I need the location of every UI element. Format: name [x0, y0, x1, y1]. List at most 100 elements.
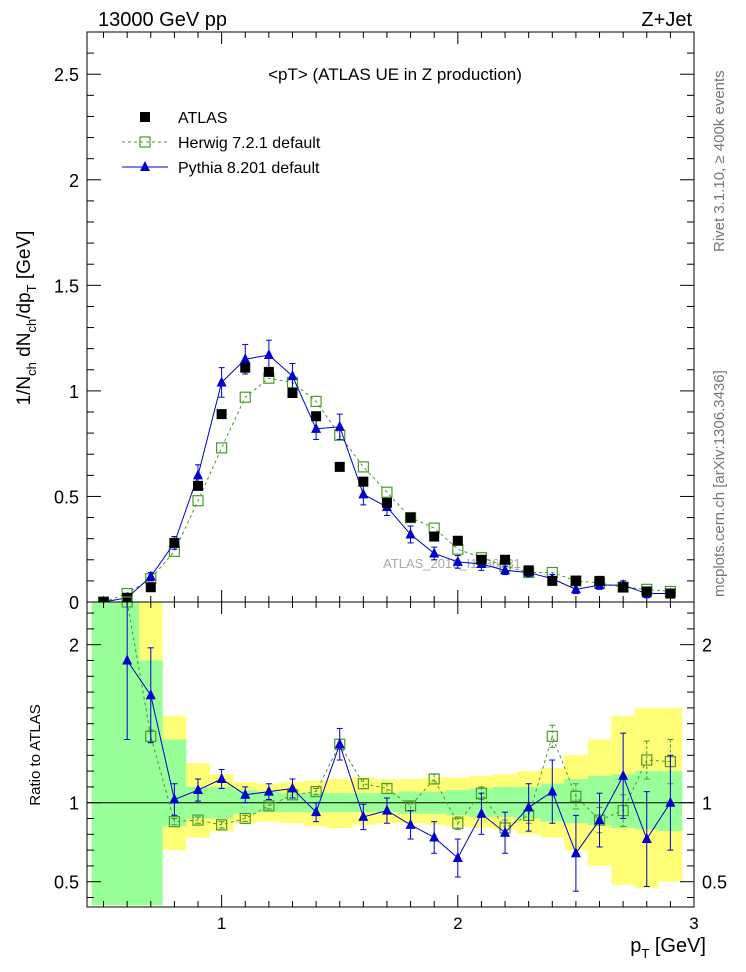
data-point	[263, 785, 274, 796]
data-point	[641, 754, 653, 766]
data-point	[193, 469, 204, 480]
data-point	[193, 784, 204, 795]
data-point	[618, 582, 629, 593]
data-point	[263, 366, 274, 377]
data-point	[476, 554, 487, 565]
data-point	[357, 778, 369, 790]
data-point	[168, 816, 180, 828]
data-point	[216, 442, 228, 454]
data-point	[523, 565, 534, 576]
data-point	[216, 376, 227, 387]
y-tick-label: 1.5	[54, 276, 79, 296]
data-point	[216, 409, 227, 420]
stat-band	[493, 786, 517, 817]
data-point	[665, 588, 676, 599]
data-point	[358, 476, 369, 487]
data-point	[192, 495, 204, 507]
data-point	[594, 575, 605, 586]
data-point	[287, 388, 298, 398]
header-left: 13000 GeV pp	[98, 9, 227, 31]
data-point	[358, 810, 369, 821]
data-point	[500, 564, 511, 575]
data-point	[405, 512, 416, 523]
legend-entry: Herwig 7.2.1 default	[122, 135, 321, 152]
data-point	[429, 547, 440, 558]
data-point	[429, 531, 440, 542]
legend-label: Pythia 8.201 default	[178, 160, 320, 177]
ratio-panel: 1 2 3 0.5 0.5 1 1 2 2 Ratio to ATLAS pT [GeV]	[27, 596, 727, 961]
y-tick-label: 1	[69, 382, 79, 402]
data-point	[500, 554, 511, 565]
rivet-version-label: Rivet 3.1.10, ≥ 400k events	[711, 70, 728, 252]
data-point	[287, 370, 298, 381]
y-tick-label: 0	[69, 593, 79, 613]
data-point	[122, 654, 133, 665]
data-point	[547, 575, 558, 586]
data-point	[169, 793, 180, 804]
stat-band	[162, 739, 187, 827]
y-tick-label: 0.5	[54, 873, 79, 893]
ratio-ylabel: Ratio to ATLAS	[27, 704, 44, 805]
series-herwig-7-2-1-default	[97, 372, 676, 608]
y-tick-label: 2	[69, 171, 79, 191]
main-panel-series	[97, 339, 676, 608]
data-point	[381, 497, 392, 508]
data-point	[287, 782, 298, 793]
legend-marker	[140, 112, 150, 122]
y-tick-label-right: 2	[702, 636, 712, 656]
ratio-panel-frame	[86, 601, 695, 908]
data-point	[239, 812, 251, 825]
data-point	[334, 420, 345, 431]
data-point	[310, 395, 322, 408]
data-point	[311, 422, 322, 433]
data-point	[122, 592, 133, 603]
x-tick-label: 1	[217, 914, 226, 933]
data-point	[500, 826, 511, 837]
stat-band	[91, 602, 139, 906]
data-point	[381, 782, 393, 795]
data-point	[310, 786, 322, 798]
legend-label: ATLAS	[178, 110, 228, 127]
data-point	[641, 833, 652, 844]
data-point	[547, 785, 558, 796]
x-tick-label: 2	[453, 914, 462, 933]
data-point	[145, 582, 156, 593]
data-point	[570, 847, 581, 858]
main-panel-ticks: 0 0.5 1 1.5 2 2.5	[54, 31, 694, 613]
data-point	[239, 391, 251, 403]
data-point	[452, 852, 463, 863]
x-tick-label: 3	[689, 914, 698, 933]
series-pythia-8-201-default	[122, 601, 676, 892]
chart-title: <pT> (ATLAS UE in Z production)	[268, 65, 522, 84]
data-point	[145, 689, 156, 700]
legend-label: Herwig 7.2.1 default	[178, 135, 321, 152]
data-point	[169, 537, 180, 548]
data-point	[641, 586, 652, 597]
data-point	[240, 362, 251, 373]
ratio-panel-series	[121, 596, 676, 892]
data-point	[570, 583, 581, 594]
data-point	[594, 814, 605, 825]
data-point	[428, 773, 440, 785]
ratio-uncertainty-bands	[87, 602, 694, 906]
data-point	[429, 831, 440, 842]
data-point	[192, 814, 204, 826]
data-point	[311, 411, 322, 422]
data-point	[381, 804, 392, 815]
data-point	[523, 801, 534, 812]
main-ylabel: 1/Nch dNch/dpT [GeV]	[14, 231, 39, 406]
y-tick-label: 0.5	[54, 487, 79, 507]
y-tick-label: 1	[69, 794, 79, 814]
ratio-xlabel: pT [GeV]	[630, 935, 706, 961]
series-line	[126, 660, 671, 859]
data-point	[311, 806, 322, 817]
data-point	[405, 528, 416, 539]
ratio-panel-ticks: 1 2 3 0.5 0.5 1 1 2 2	[54, 602, 727, 933]
mcplots-label: mcplots.cern.ch [arXiv:1306.3436]	[711, 370, 728, 597]
data-point	[145, 570, 156, 581]
stat-band	[257, 791, 281, 813]
y-tick-label-right: 1	[702, 794, 712, 814]
y-tick-label-right: 0.5	[702, 873, 727, 893]
data-point	[452, 817, 464, 829]
